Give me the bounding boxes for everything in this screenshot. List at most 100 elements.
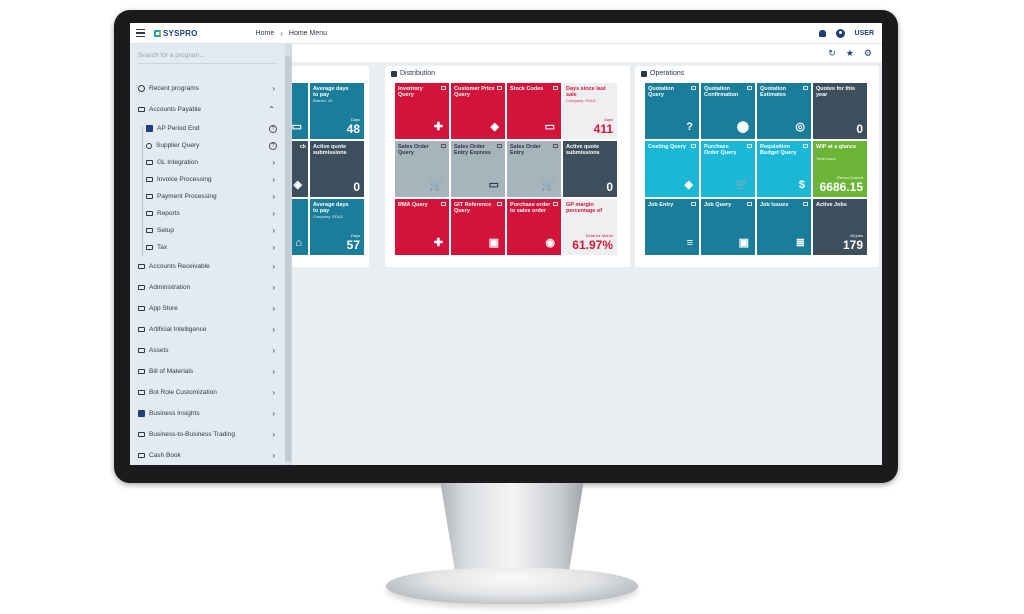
tile[interactable]: Requisition Budget Query $ <box>757 141 811 197</box>
nav-item[interactable]: Setup › <box>130 222 285 239</box>
nav-item[interactable]: Assets › <box>130 340 285 361</box>
tile-glyph-icon: ≣ <box>795 237 805 249</box>
nav-item[interactable]: Bill of Materials › <box>130 361 285 382</box>
nav-item[interactable]: GL Integration › <box>130 154 285 171</box>
tile-config-icon[interactable] <box>497 202 502 206</box>
tile[interactable]: Job Query ▣ <box>701 199 755 255</box>
help-icon[interactable]: ? <box>269 124 277 133</box>
tile[interactable]: Customer Price Query ◆ <box>451 83 505 139</box>
tile[interactable]: Quotation Estimates ◎ <box>757 83 811 139</box>
nav-item[interactable]: Accounts Receivable › <box>130 256 285 277</box>
tile-config-icon[interactable] <box>441 86 446 90</box>
breadcrumb-home[interactable]: Home <box>255 29 275 37</box>
tile-config-icon[interactable] <box>553 86 558 90</box>
help-icon[interactable]: ? <box>269 141 277 150</box>
nav-item[interactable]: Artificial Intelligence › <box>130 319 285 340</box>
tile-glyph-icon: ▣ <box>738 237 749 249</box>
tile[interactable]: Quotation Confirmation ⬤ <box>701 83 755 139</box>
folder-icon <box>138 432 145 437</box>
tile-config-icon[interactable] <box>691 202 696 206</box>
tile-config-icon[interactable] <box>747 202 752 206</box>
nav-item[interactable]: AP Period End? <box>130 120 285 137</box>
tile-config-icon[interactable] <box>803 86 808 90</box>
tile[interactable]: Sales Order Entry Express ▭ <box>451 141 505 197</box>
nav-item[interactable]: Invoice Processing › <box>130 171 285 188</box>
tile-value: 6686.15 <box>819 180 863 194</box>
user-icon[interactable] <box>835 28 845 38</box>
tile-title: Quotation Estimates <box>760 86 786 98</box>
tile[interactable]: Costing Query ◆ <box>645 141 699 197</box>
nav-item[interactable]: Supplier Query? <box>130 137 285 154</box>
menu-toggle-icon[interactable] <box>136 26 150 40</box>
tile-config-icon[interactable] <box>803 144 808 148</box>
nav-item[interactable]: App Store › <box>130 298 285 319</box>
tile[interactable]: Stock Codes ▭ <box>507 83 561 139</box>
tile-title: Quotation Query <box>648 86 674 98</box>
tile[interactable]: Purchase Order Query 🛒 <box>701 141 755 197</box>
chevron-right-icon: › <box>272 304 275 313</box>
tile[interactable]: Sales Order Entry 🛒 <box>507 141 561 197</box>
user-label[interactable]: USER <box>854 29 874 37</box>
nav-item[interactable]: Cash Book › <box>130 445 285 465</box>
program-search-input[interactable]: Search for a program... <box>138 52 278 64</box>
refresh-icon[interactable]: ↻ <box>828 47 836 58</box>
nav-item[interactable]: Business Insights › <box>130 403 285 424</box>
tile[interactable]: RMA Query ✚ <box>395 199 449 255</box>
top-bar: SYSPRO Home › Home Menu USER <box>130 23 882 44</box>
distribution-grid: Inventory Query ✚ Customer Price Query ◆ Sto… <box>395 83 617 255</box>
nav-item-label: Tax <box>157 244 168 251</box>
star-icon[interactable]: ★ <box>845 47 854 58</box>
gear-icon[interactable]: ⚙ <box>863 47 872 58</box>
tile-avg-days-pay-branch[interactable]: Average days to pay Branch: 10 Days 48 <box>310 83 364 139</box>
tile[interactable]: Days since last sale Company: EDU1 Days 411 <box>563 83 617 139</box>
tile-config-icon[interactable] <box>747 86 752 90</box>
folder-icon <box>138 264 145 269</box>
tile-config-icon[interactable] <box>803 202 808 206</box>
tile[interactable]: Quotes for this year 0 <box>813 83 867 139</box>
scrollbar-thumb[interactable] <box>285 56 291 461</box>
tile[interactable]: GIT Reference Query ▣ <box>451 199 505 255</box>
tile[interactable]: Job Issues ≣ <box>757 199 811 255</box>
tile-config-icon[interactable] <box>497 144 502 148</box>
nav-item[interactable]: Recent programs › <box>130 78 285 99</box>
tile[interactable]: Inventory Query ✚ <box>395 83 449 139</box>
chevron-right-icon: › <box>272 367 275 376</box>
tile-config-icon[interactable] <box>441 202 446 206</box>
tile-config-icon[interactable] <box>691 144 696 148</box>
drawer-scrollbar[interactable] <box>285 44 291 465</box>
tile-config-icon[interactable] <box>497 86 502 90</box>
nav-item[interactable]: Payment Processing › <box>130 188 285 205</box>
tile-config-icon[interactable] <box>691 86 696 90</box>
tile-config-icon[interactable] <box>747 144 752 148</box>
tile[interactable]: Quotation Query? <box>645 83 699 139</box>
tile-config-icon[interactable] <box>553 202 558 206</box>
nav-item[interactable]: Accounts Payable ⌃ <box>130 99 285 120</box>
tile[interactable]: Active quote submissions 0 <box>563 141 617 197</box>
distribution-icon <box>391 70 397 77</box>
tile[interactable]: GP margin percentage of Delta for Month 61… <box>563 199 617 255</box>
nav-item[interactable]: Reports › <box>130 205 285 222</box>
tile[interactable]: Sales Order Query 🛒 <box>395 141 449 197</box>
tile[interactable]: Job Entry ≡ <box>645 199 699 255</box>
tile[interactable]: Active Jobs All jobs 179 <box>813 199 867 255</box>
tile-avg-days-pay-company[interactable]: Average days to pay Company: EDU1 Days 5… <box>310 199 364 255</box>
operations-icon <box>641 70 647 77</box>
chevron-right-icon: › <box>272 325 275 334</box>
nav-item[interactable]: Business-to-Business Trading › <box>130 424 285 445</box>
folder-icon <box>146 211 153 216</box>
chevron-right-icon: › <box>272 451 275 460</box>
tile-title: Costing Query <box>648 144 686 150</box>
tile-subtitle: Company: EDU1 <box>566 98 597 103</box>
tile-title: ck <box>299 144 306 150</box>
nav-item[interactable]: Bot Role Customization › <box>130 382 285 403</box>
brand-logo[interactable]: SYSPRO <box>154 29 198 38</box>
bell-icon[interactable] <box>818 29 826 37</box>
tile-active-quote-submissions[interactable]: Active quote submissions 0 <box>310 141 364 197</box>
tile[interactable]: WIP at a glance Total hours Period Current… <box>813 141 867 197</box>
nav-item[interactable]: Tax › <box>130 239 285 256</box>
nav-item[interactable]: Administration › <box>130 277 285 298</box>
tile[interactable]: Purchase order to sales order ◉ <box>507 199 561 255</box>
tile-config-icon[interactable] <box>553 144 558 148</box>
tile-title: Average days to pay <box>313 86 349 98</box>
tile-config-icon[interactable] <box>441 144 446 148</box>
